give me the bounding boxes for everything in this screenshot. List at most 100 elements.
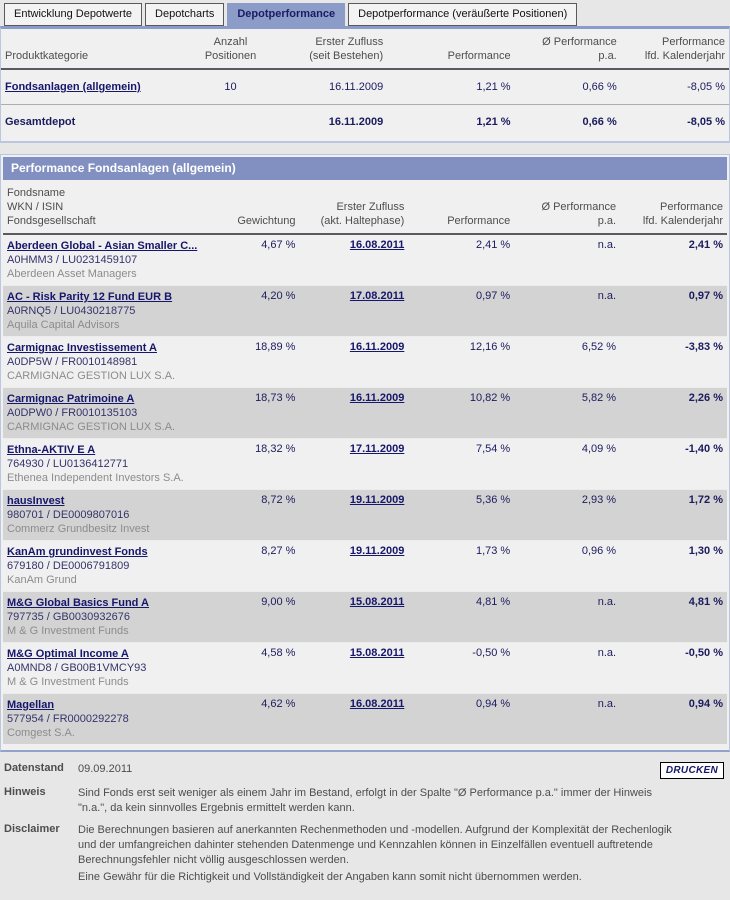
fund-name-link[interactable]: Magellan [7,699,55,711]
summary-performance-pa: 0,66 % [582,81,617,93]
fund-name-link[interactable]: KanAm grundinvest Fonds [7,546,148,558]
hinweis-label: Hinweis [4,786,46,798]
fund-row: AC - Risk Parity 12 Fund EUR B A0RNQ5 / L… [3,285,727,337]
fund-wkn-isin: 679180 / DE0006791809 [7,560,130,572]
fund-company: KanAm Grund [7,574,77,586]
fund-row: Carmignac Patrimoine A A0DPW0 / FR0010135… [3,387,727,439]
fund-company: Commerz Grundbesitz Invest [7,523,150,535]
fund-company: Comgest S.A. [7,727,75,739]
fund-inflow-cell: 17.08.2011 [299,285,409,337]
summary-performance: 1,21 % [387,104,515,139]
fund-inflow-link[interactable]: 15.08.2011 [349,647,405,659]
disclaimer-text: Die Berechnungen basieren auf anerkannte… [78,823,682,887]
fund-performance: 4,81 % [408,591,515,643]
summary-performance-pa: 0,66 % [514,104,621,139]
fund-inflow-link[interactable]: 16.11.2009 [349,392,405,404]
disclaimer-paragraph: Die Berechnungen basieren auf anerkannte… [78,824,672,866]
fund-weight: 8,72 % [228,489,300,541]
fund-performance-ytd: 2,41 % [688,239,723,251]
fund-name-link[interactable]: Carmignac Patrimoine A [7,393,135,405]
fund-name-link[interactable]: M&G Global Basics Fund A [7,597,149,609]
funds-panel: Performance Fondsanlagen (allgemein) Fon… [0,154,730,752]
fund-inflow-cell: 16.08.2011 [299,693,409,744]
summary-row-gesamtdepot: Gesamtdepot 16.11.2009 1,21 % 0,66 % -8,… [1,104,729,139]
fund-performance-ytd: 0,94 % [620,693,727,744]
summary-header-row: Produktkategorie Anzahl Positionen Erster… [1,29,729,69]
fund-performance-pa: n.a. [514,642,621,694]
fund-inflow-cell: 16.08.2011 [299,234,408,286]
fund-performance-pa: 5,82 % [514,387,621,439]
fund-performance-ytd: -1,40 % [620,438,727,490]
fund-weight: 8,27 % [228,540,300,592]
summary-performance: 1,21 % [476,81,511,93]
fund-company: M & G Investment Funds [7,676,129,688]
fund-performance-ytd: 4,81 % [620,591,727,643]
fund-inflow-link[interactable]: 17.11.2009 [349,443,405,455]
fund-performance-pa: n.a. [514,591,621,643]
tab-depotperformance-ver-u-erte-positionen[interactable]: Depotperformance (veräußerte Positionen) [348,3,578,26]
fund-inflow-link[interactable]: 19.11.2009 [349,545,405,557]
fund-performance-pa: n.a. [514,285,621,337]
datenstand-value: 09.09.2011 [78,763,133,775]
fund-inflow-cell: 15.08.2011 [299,591,409,643]
tab-depotcharts[interactable]: Depotcharts [145,3,225,26]
fund-wkn-isin: A0HMM3 / LU0231459107 [7,254,138,266]
fund-name-link[interactable]: AC - Risk Parity 12 Fund EUR B [7,291,173,303]
fund-row: KanAm grundinvest Fonds 679180 / DE000679… [3,540,727,592]
summary-performance-ytd: -8,05 % [687,81,725,93]
fund-inflow-cell: 16.11.2009 [299,336,409,388]
fund-wkn-isin: A0RNQ5 / LU0430218775 [7,305,136,317]
disclaimer-paragraph: Eine Gewähr für die Richtigkeit und Voll… [78,871,582,883]
fund-performance: 1,73 % [408,540,515,592]
fund-wkn-isin: 980701 / DE0009807016 [7,509,130,521]
fund-row: Carmignac Investissement A A0DP5W / FR001… [3,336,727,388]
summary-table: Produktkategorie Anzahl Positionen Erster… [1,29,729,139]
fund-weight: 18,89 % [228,336,300,388]
fund-name-link[interactable]: hausInvest [7,495,65,507]
col-performance-kalenderjahr: Performance lfd. Kalenderjahr [644,36,725,62]
fund-inflow-link[interactable]: 16.08.2011 [349,239,405,251]
fondsanlagen-link[interactable]: Fondsanlagen (allgemein) [5,81,141,93]
fund-name-link[interactable]: Aberdeen Global - Asian Smaller C... [7,240,198,252]
summary-inflow: 16.11.2009 [270,104,388,139]
fund-row: Ethna-AKTIV E A 764930 / LU0136412771 Ethe… [3,438,727,490]
funds-header-row: Fondsname WKN / ISIN Fondsgesellschaft Gew… [3,180,727,234]
fund-performance-ytd: 1,30 % [620,540,727,592]
fund-company: CARMIGNAC GESTION LUX S.A. [7,370,176,382]
fund-performance: -0,50 % [408,642,515,694]
fund-name-link[interactable]: Ethna-AKTIV E A [7,444,96,456]
fund-wkn-isin: 577954 / FR0000292278 [7,713,129,725]
fund-inflow-link[interactable]: 19.11.2009 [349,494,405,506]
fund-performance-pa: 2,93 % [514,489,621,541]
section-title: Performance Fondsanlagen (allgemein) [3,157,727,180]
fund-performance-pa: 6,52 % [514,336,621,388]
fund-inflow-cell: 19.11.2009 [299,540,409,592]
fund-performance-pa: 0,96 % [514,540,621,592]
fund-performance: 5,36 % [408,489,515,541]
fund-row: M&G Optimal Income A A0MND8 / GB00B1VMCY9… [3,642,727,694]
fund-inflow-link[interactable]: 16.08.2011 [349,698,405,710]
fund-performance: 12,16 % [408,336,515,388]
fund-company: Ethenea Independent Investors S.A. [7,472,184,484]
fund-inflow-cell: 16.11.2009 [299,387,409,439]
fund-inflow-link[interactable]: 17.08.2011 [349,290,405,302]
datenstand-row: Datenstand 09.09.2011 DRUCKEN [4,762,724,779]
tab-depotperformance[interactable]: Depotperformance [227,3,346,26]
fund-inflow-link[interactable]: 16.11.2009 [349,341,405,353]
fund-performance: 7,54 % [408,438,515,490]
fund-weight: 4,67 % [261,239,296,251]
col-erster-zufluss: Erster Zufluss (akt. Haltephase) [320,201,405,227]
summary-inflow: 16.11.2009 [328,81,384,93]
drucken-button[interactable]: DRUCKEN [659,762,724,779]
fund-weight: 9,00 % [228,591,300,643]
tab-entwicklung-depotwerte[interactable]: Entwicklung Depotwerte [4,3,143,26]
fund-name-link[interactable]: Carmignac Investissement A [7,342,157,354]
fund-inflow-link[interactable]: 15.08.2011 [349,596,405,608]
fund-inflow-cell: 19.11.2009 [299,489,409,541]
col-erster-zufluss: Erster Zufluss (seit Bestehen) [309,36,384,62]
fund-wkn-isin: A0DP5W / FR0010148981 [7,356,138,368]
fund-wkn-isin: A0DPW0 / FR0010135103 [7,407,138,419]
col-performance-pa: Ø Performance p.a. [541,201,617,227]
fund-performance-ytd: 1,72 % [620,489,727,541]
fund-name-link[interactable]: M&G Optimal Income A [7,648,129,660]
